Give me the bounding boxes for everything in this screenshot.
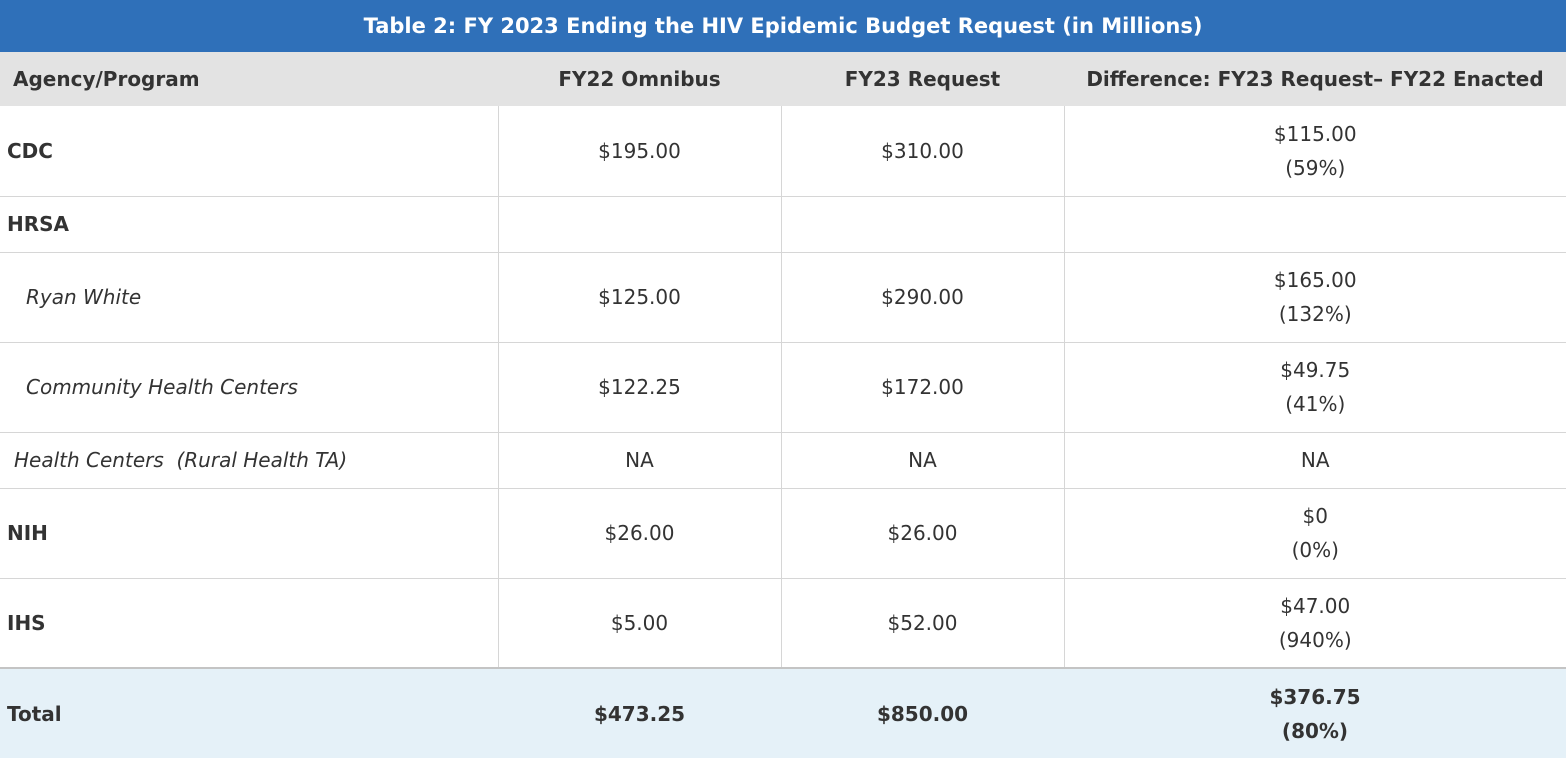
fy22-cell: $26.00 <box>497 487 782 579</box>
difference-amount: $165.00 <box>1273 268 1357 292</box>
difference-percent: (80%) <box>1281 718 1349 743</box>
total-label: Total <box>0 667 498 758</box>
difference-cell: $165.00 (132%) <box>1063 251 1566 343</box>
difference-amount: $47.00 <box>1280 593 1351 618</box>
fy22-cell: $5.00 <box>497 577 782 669</box>
difference-cell <box>1063 195 1566 253</box>
table-row-total: Total $473.25 $850.00 $376.75 (80%) <box>0 667 1566 758</box>
table-row-community-health-centers: Community Health Centers $122.25 $172.00… <box>0 341 1566 433</box>
difference-amount: $0 <box>1302 504 1328 528</box>
total-fy23: $850.00 <box>781 667 1064 758</box>
header-fy23: FY23 Request <box>844 67 1001 91</box>
difference-percent: (59%) <box>1285 155 1346 180</box>
fy23-cell: NA <box>780 431 1065 489</box>
difference-cell: $0 (0%) <box>1063 487 1566 579</box>
difference-cell: $49.75 (41%) <box>1063 341 1566 433</box>
difference-cell: $115.00 (59%) <box>1063 106 1566 197</box>
fy22-cell: NA <box>497 431 782 489</box>
fy22-cell: $125.00 <box>497 251 782 343</box>
fy23-cell <box>780 195 1065 253</box>
difference-percent: (41%) <box>1285 392 1346 416</box>
table-row-nih: NIH $26.00 $26.00 $0 (0%) <box>0 487 1566 579</box>
header-agency: Agency/Program <box>13 67 200 91</box>
difference-percent: (0%) <box>1291 538 1339 562</box>
fy23-cell: $52.00 <box>780 577 1065 669</box>
fy22-cell: $122.25 <box>497 341 782 433</box>
fy22-cell <box>497 195 782 253</box>
difference-cell: $47.00 (940%) <box>1063 577 1566 669</box>
header-fy22: FY22 Omnibus <box>558 67 721 91</box>
total-difference: $376.75 (80%) <box>1064 667 1566 758</box>
difference-percent: (132%) <box>1278 302 1352 326</box>
fy23-cell: $26.00 <box>780 487 1065 579</box>
difference-amount: $49.75 <box>1280 358 1351 382</box>
fy23-cell: $310.00 <box>780 106 1065 197</box>
table-row-hrsa: HRSA <box>0 195 1566 253</box>
fy23-cell: $290.00 <box>780 251 1065 343</box>
difference-cell: NA <box>1063 431 1566 489</box>
row-label: IHS <box>0 577 499 669</box>
table-row-cdc: CDC $195.00 $310.00 $115.00 (59%) <box>0 106 1566 197</box>
fy22-cell: $195.00 <box>497 106 782 197</box>
row-label: NIH <box>0 487 499 579</box>
row-label: Health Centers (Rural Health TA) <box>0 431 499 489</box>
row-label: Ryan White <box>0 251 499 343</box>
header-difference: Difference: FY23 Request– FY22 Enacted <box>1086 67 1544 91</box>
total-fy22: $473.25 <box>498 667 781 758</box>
row-label: Community Health Centers <box>0 341 499 433</box>
row-label: HRSA <box>0 195 499 253</box>
table-header-row: Agency/Program FY22 Omnibus FY23 Request… <box>0 52 1566 106</box>
budget-table: Agency/Program FY22 Omnibus FY23 Request… <box>0 52 1566 758</box>
table-row-ihs: IHS $5.00 $52.00 $47.00 (940%) <box>0 577 1566 669</box>
difference-amount: $115.00 <box>1273 121 1357 146</box>
difference-amount: $376.75 <box>1269 684 1361 709</box>
table-row-ryan-white: Ryan White $125.00 $290.00 $165.00 (132%… <box>0 251 1566 343</box>
table-title: Table 2: FY 2023 Ending the HIV Epidemic… <box>0 0 1566 52</box>
row-label: CDC <box>0 106 499 197</box>
table-row-health-centers-rural: Health Centers (Rural Health TA) NA NA N… <box>0 431 1566 489</box>
difference-percent: (940%) <box>1278 627 1352 652</box>
fy23-cell: $172.00 <box>780 341 1065 433</box>
